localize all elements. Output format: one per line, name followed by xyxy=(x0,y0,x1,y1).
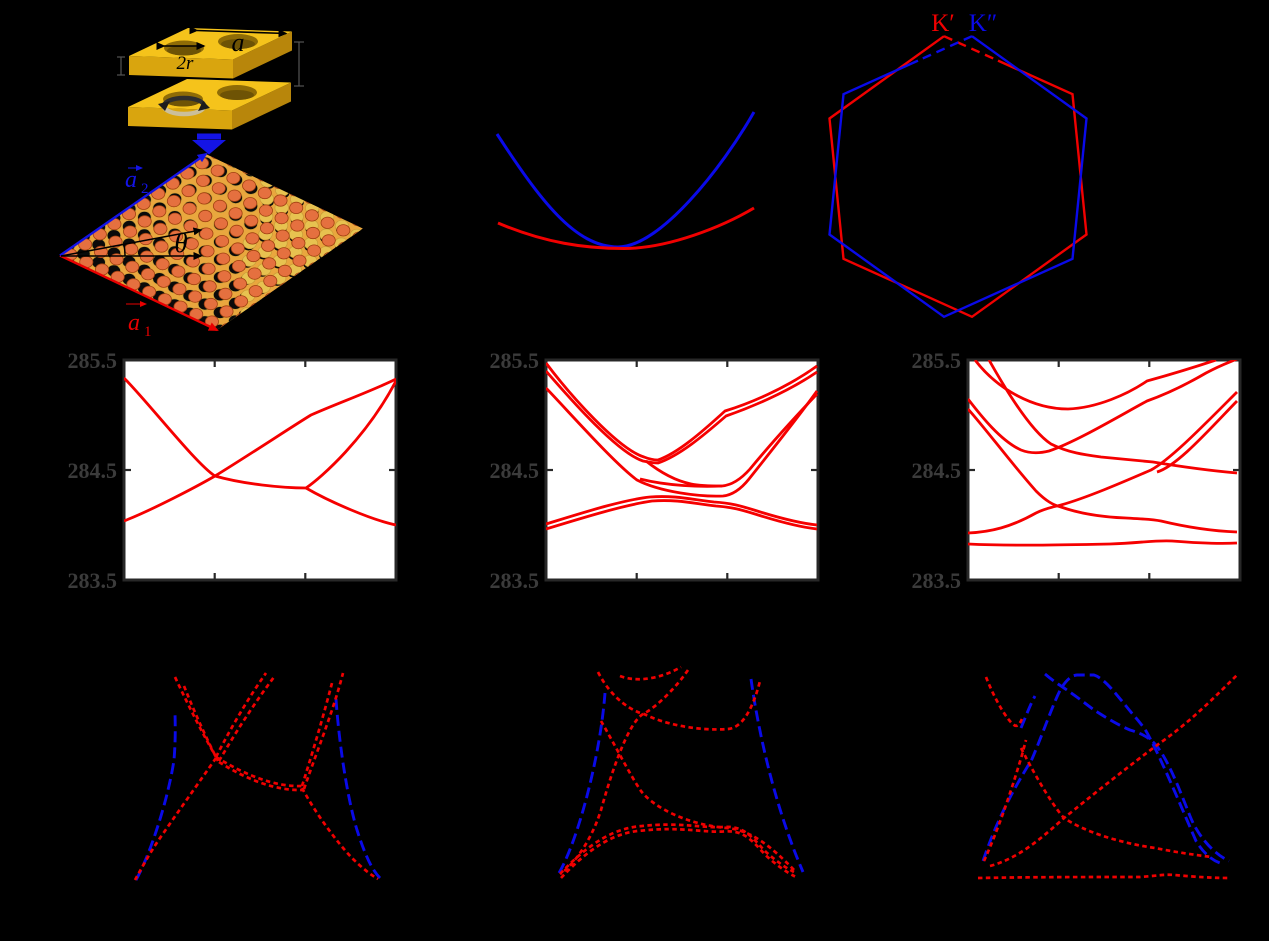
svg-text:284.5: 284.5 xyxy=(912,458,962,483)
svg-text:a: a xyxy=(125,167,137,193)
svg-text:2r: 2r xyxy=(177,53,195,74)
svg-text:2: 2 xyxy=(141,181,149,197)
svg-text:K″: K″ xyxy=(969,10,997,37)
svg-text:1: 1 xyxy=(144,324,152,340)
svg-text:K′: K′ xyxy=(931,10,955,37)
svg-text:283.5: 283.5 xyxy=(490,568,540,593)
svg-text:a: a xyxy=(128,310,140,336)
svg-text:284.5: 284.5 xyxy=(68,458,118,483)
svg-text:283.5: 283.5 xyxy=(68,568,118,593)
svg-text:285.5: 285.5 xyxy=(490,348,540,373)
svg-text:285.5: 285.5 xyxy=(912,348,962,373)
svg-text:285.5: 285.5 xyxy=(68,348,118,373)
svg-text:θ: θ xyxy=(174,228,187,258)
svg-text:284.5: 284.5 xyxy=(490,458,540,483)
svg-text:a: a xyxy=(232,28,245,57)
svg-text:283.5: 283.5 xyxy=(912,568,962,593)
